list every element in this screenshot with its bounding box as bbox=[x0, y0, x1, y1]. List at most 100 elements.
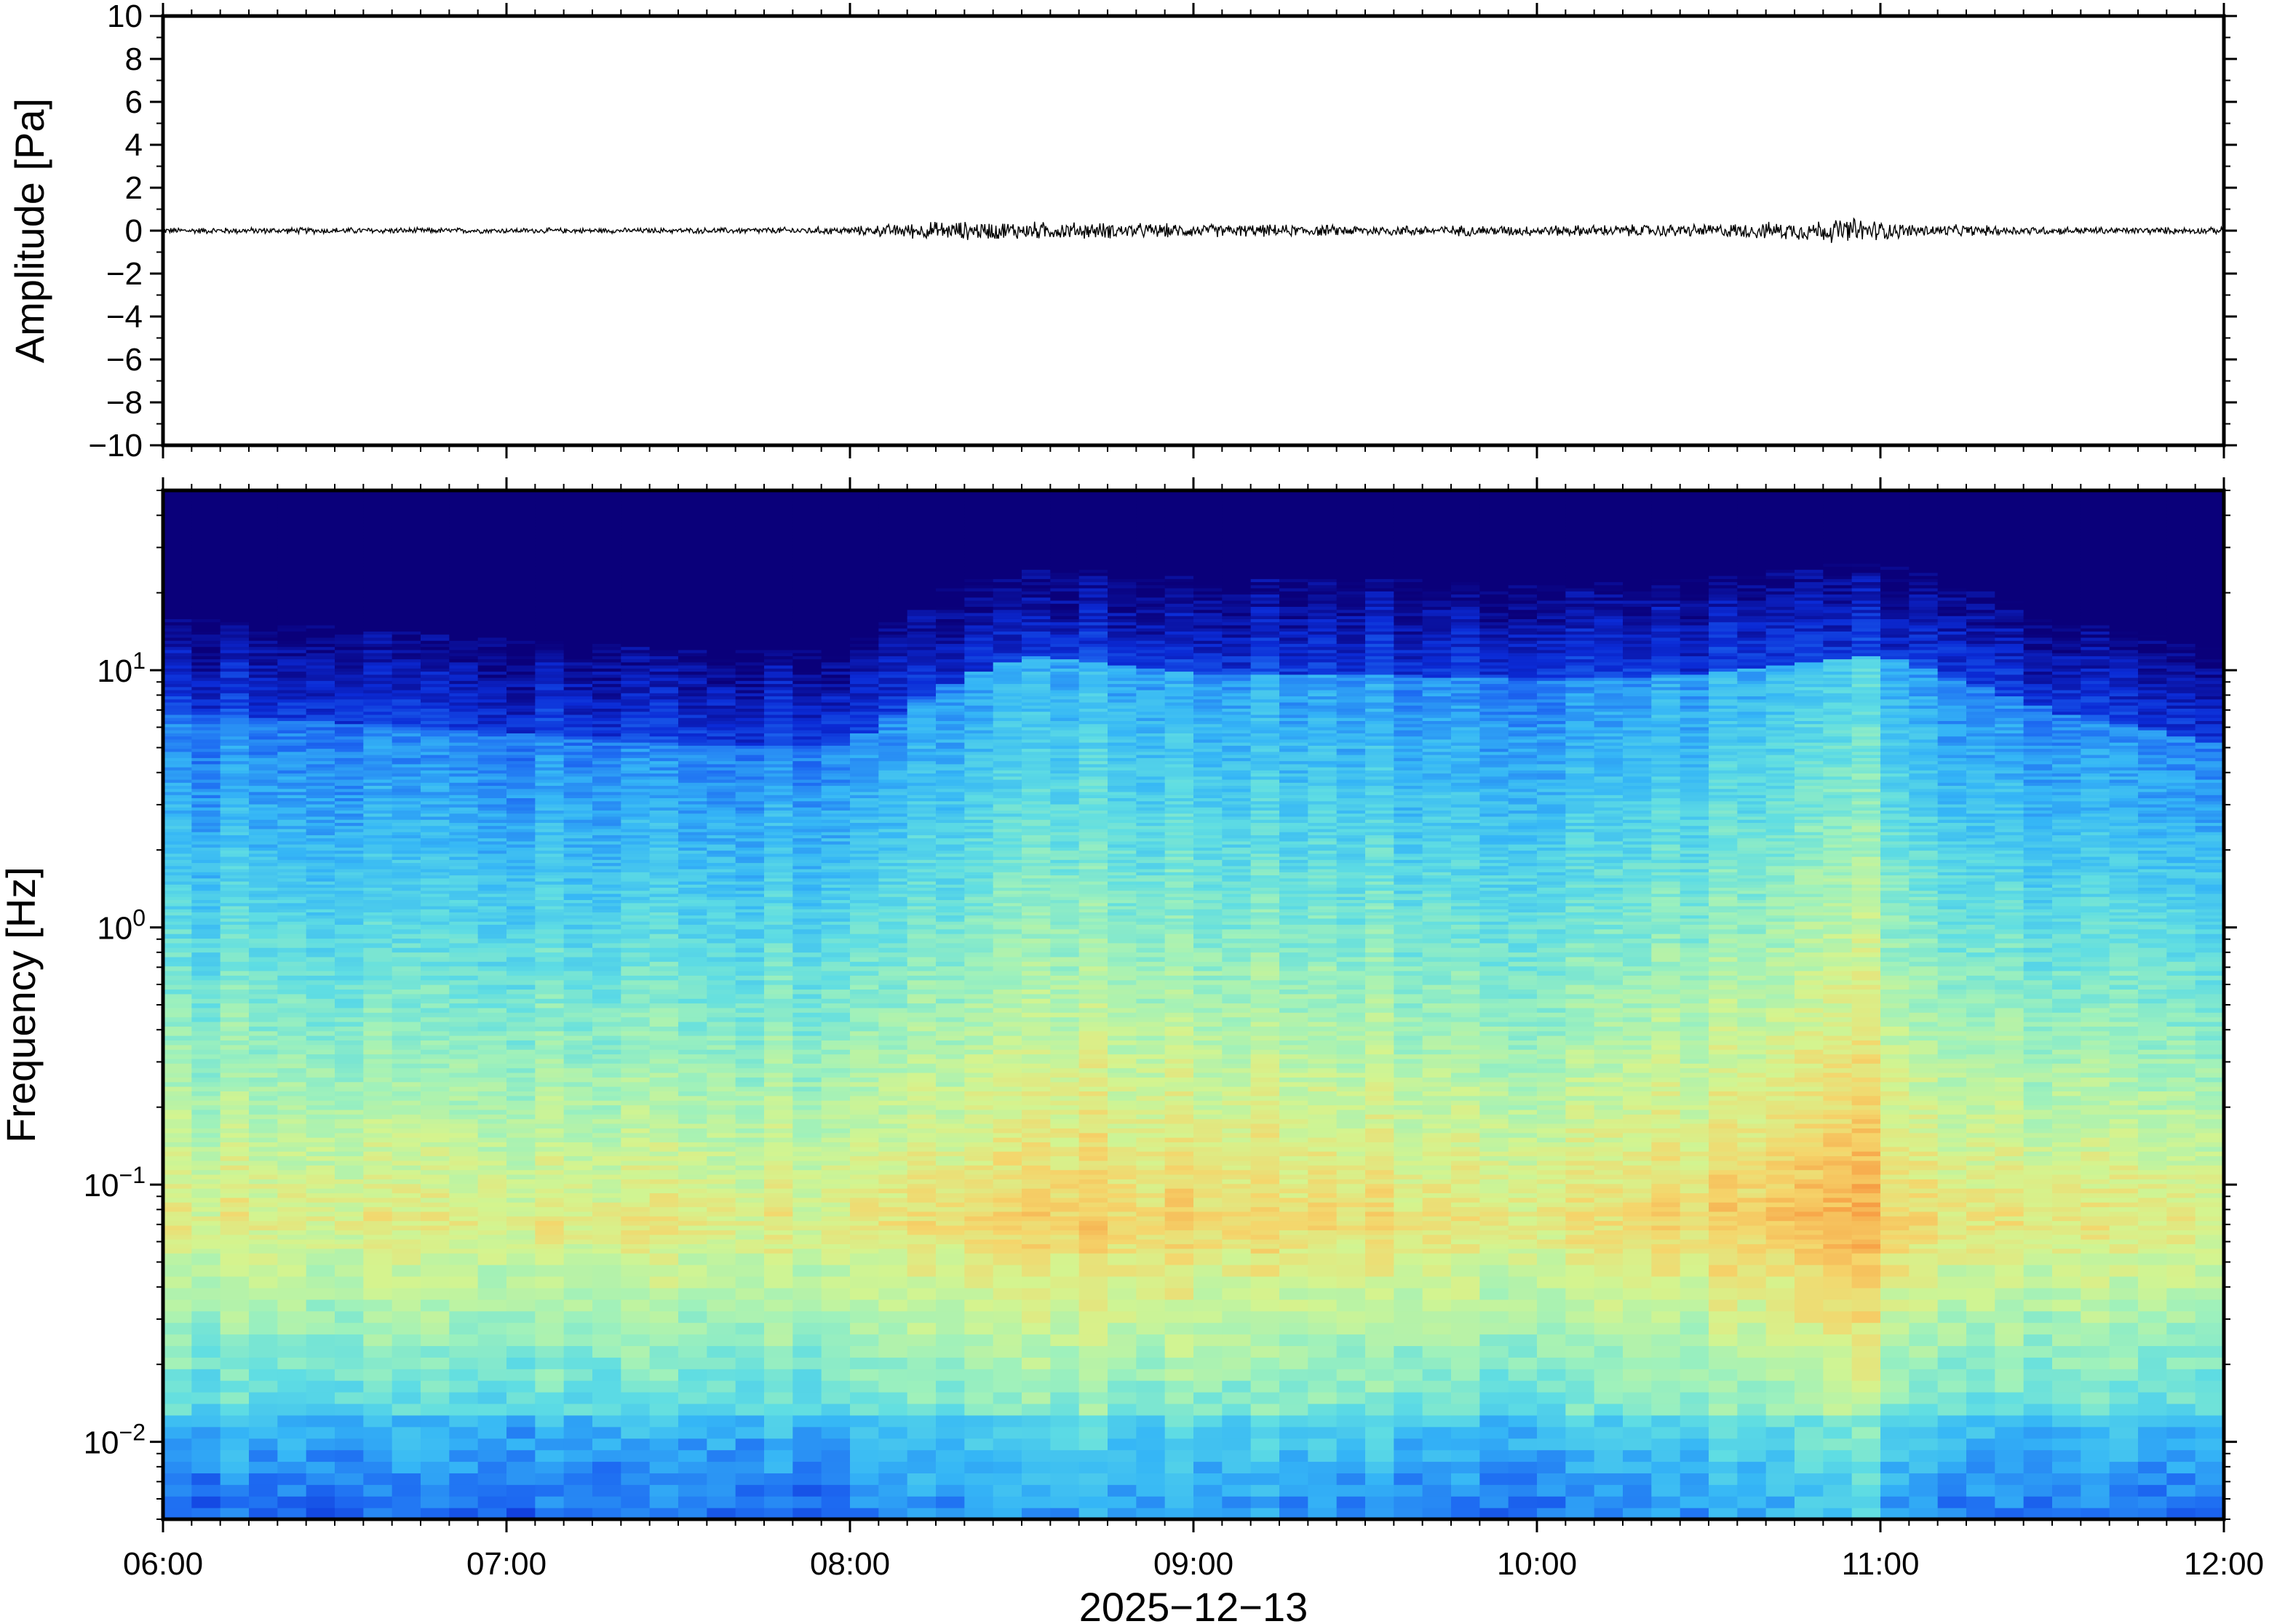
spectrogram-cell bbox=[306, 1146, 335, 1152]
spectrogram-cell bbox=[306, 1225, 335, 1230]
spectrogram-cell bbox=[249, 989, 278, 995]
spectrogram-cell bbox=[421, 800, 450, 805]
spectrogram-cell bbox=[363, 1322, 393, 1335]
spectrogram-cell bbox=[477, 776, 507, 780]
spectrogram-cell bbox=[335, 1165, 364, 1171]
spectrogram-cell bbox=[678, 1040, 707, 1046]
spectrogram-cell bbox=[735, 1322, 765, 1335]
spectrogram-cell bbox=[392, 1253, 421, 1265]
spectrogram-cell bbox=[249, 665, 278, 669]
spectrogram-cell bbox=[220, 924, 250, 930]
spectrogram-cell bbox=[649, 656, 679, 660]
spectrogram-cell bbox=[191, 918, 221, 922]
spectrogram-cell bbox=[649, 581, 679, 586]
spectrogram-cell bbox=[277, 915, 307, 919]
spectrogram-cell bbox=[535, 1234, 565, 1240]
spectrogram-cell bbox=[249, 1165, 278, 1171]
spectrogram-cell bbox=[163, 1049, 192, 1055]
spectrogram-cell bbox=[506, 993, 536, 999]
spectrogram-cell bbox=[220, 1123, 250, 1129]
spectrogram-cell bbox=[678, 819, 707, 823]
spectrogram-cell bbox=[477, 594, 507, 598]
spectrogram-cell bbox=[449, 905, 479, 909]
spectrogram-cell bbox=[163, 606, 192, 610]
spectrogram-cell bbox=[335, 835, 364, 839]
spectrogram-cell bbox=[249, 517, 278, 521]
spectrogram-cell bbox=[563, 653, 593, 656]
spectrogram-cell bbox=[678, 665, 707, 669]
spectrogram-cell bbox=[335, 723, 364, 728]
spectrogram-cell bbox=[249, 668, 278, 672]
spectrogram-cell bbox=[220, 551, 250, 554]
spectrogram-cell bbox=[392, 1003, 421, 1008]
spectrogram-cell bbox=[449, 745, 479, 749]
spectrogram-cell bbox=[163, 1287, 192, 1300]
spectrogram-cell bbox=[563, 522, 593, 527]
spectrogram-cell bbox=[249, 1299, 278, 1312]
spectrogram-cell bbox=[249, 526, 278, 530]
spectrogram-cell bbox=[277, 875, 307, 879]
spectrogram-cell bbox=[535, 541, 565, 546]
spectrogram-cell bbox=[392, 591, 421, 595]
spectrogram-cell bbox=[363, 776, 393, 780]
spectrogram-cell bbox=[277, 1239, 307, 1244]
spectrogram-cell bbox=[592, 1220, 621, 1226]
spectrogram-cell bbox=[421, 584, 450, 589]
spectrogram-cell bbox=[592, 1188, 621, 1194]
spectrogram-cell bbox=[421, 1473, 450, 1485]
spectrogram-cell bbox=[392, 835, 421, 839]
spectrogram-cell bbox=[191, 869, 221, 872]
spectrogram-cell bbox=[421, 1216, 450, 1222]
spectrogram-cell bbox=[535, 600, 565, 604]
spectrogram-cell bbox=[592, 621, 621, 626]
spectrogram-cell bbox=[535, 1109, 565, 1115]
spectrogram-cell bbox=[163, 1461, 192, 1473]
spectrogram-cell bbox=[191, 1003, 221, 1008]
spectrogram-cell bbox=[191, 572, 221, 576]
spectrogram-cell bbox=[392, 1414, 421, 1428]
spectrogram-cell bbox=[392, 1449, 421, 1462]
spectrogram-cell bbox=[477, 853, 507, 857]
spectrogram-cell bbox=[249, 686, 278, 690]
spectrogram-cell bbox=[306, 683, 335, 688]
spectrogram-cell bbox=[649, 563, 679, 567]
spectrogram-cell bbox=[191, 717, 221, 721]
spectrogram-cell bbox=[191, 671, 221, 675]
spectrogram-cell bbox=[563, 890, 593, 894]
spectrogram-cell bbox=[335, 520, 364, 524]
spectrogram-cell bbox=[421, 970, 450, 976]
spectrogram-cell bbox=[191, 993, 221, 999]
spectrogram-cell bbox=[649, 880, 679, 885]
spectrogram-cell bbox=[277, 844, 307, 848]
spectrogram-cell bbox=[649, 763, 679, 768]
spectrogram-cell bbox=[477, 1044, 507, 1050]
spectrogram-cell bbox=[735, 961, 765, 967]
spectrogram-cell bbox=[363, 736, 393, 740]
spectrogram-cell bbox=[678, 979, 707, 985]
spectrogram-cell bbox=[506, 492, 536, 496]
spectrogram-cell bbox=[649, 1414, 679, 1428]
spectrogram-cell bbox=[535, 961, 565, 967]
spectrogram-cell bbox=[678, 600, 707, 604]
spectrogram-cell bbox=[449, 1234, 479, 1240]
spectrogram-cell bbox=[363, 915, 393, 919]
spectrogram-cell bbox=[707, 1380, 736, 1393]
spectrogram-cell bbox=[477, 1114, 507, 1120]
spectrogram-cell bbox=[191, 1146, 221, 1152]
spectrogram-cell bbox=[220, 984, 250, 990]
spectrogram-cell bbox=[477, 1160, 507, 1166]
spectrogram-cell bbox=[707, 522, 736, 527]
spectrogram-cell bbox=[592, 634, 621, 638]
spectrogram-cell bbox=[678, 763, 707, 768]
spectrogram-cell bbox=[421, 912, 450, 916]
spectrogram-cell bbox=[449, 668, 479, 672]
spectrogram-cell bbox=[220, 1216, 250, 1222]
spectrogram-cell bbox=[621, 733, 651, 737]
spectrogram-cell bbox=[449, 1155, 479, 1161]
spectrogram-cell bbox=[392, 840, 421, 845]
spectrogram-cell bbox=[592, 723, 621, 728]
spectrogram-cell bbox=[506, 1357, 536, 1369]
spectrogram-cell bbox=[421, 1179, 450, 1185]
spectrogram-cell bbox=[249, 739, 278, 743]
spectrogram-cell bbox=[363, 624, 393, 629]
